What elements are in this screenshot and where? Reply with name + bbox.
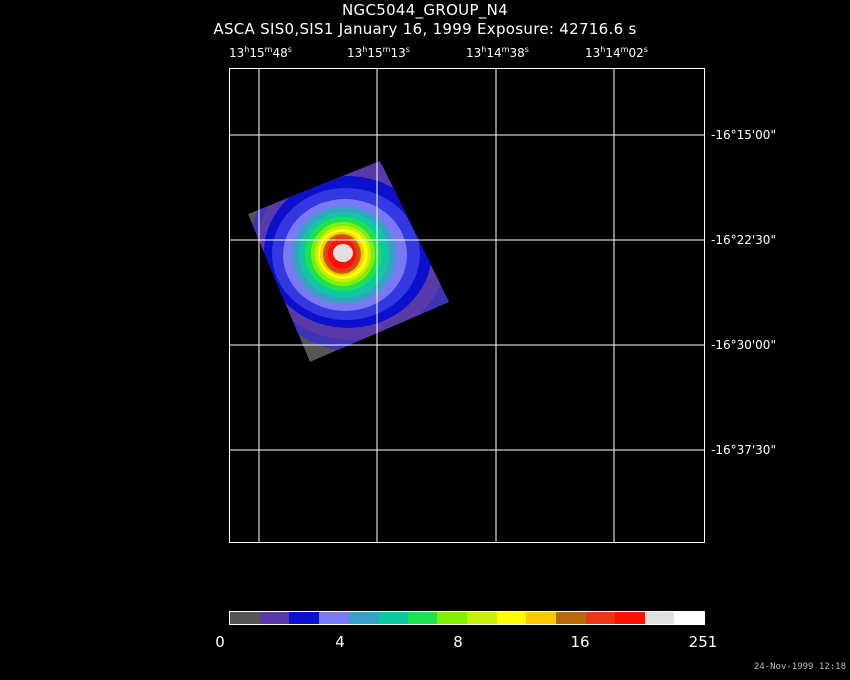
emission-contour <box>333 244 353 262</box>
colorbar-segment <box>230 612 260 624</box>
colorbar-segment <box>407 612 438 624</box>
colorbar-label: 251 <box>688 633 718 651</box>
colorbar-segment <box>496 612 527 624</box>
colorbar-segment <box>526 612 556 624</box>
colorbar-segment <box>378 612 408 624</box>
colorbar-segment <box>555 612 586 624</box>
ra-tick-label: 13h14m38s <box>466 45 529 60</box>
colorbar-segment <box>644 612 675 624</box>
dec-tick-label: -16°22'30" <box>711 233 776 247</box>
dec-tick-label: -16°37'30" <box>711 443 776 457</box>
ra-tick-label: 13h15m48s <box>229 45 292 60</box>
coordinate-grid <box>229 68 705 543</box>
colorbar <box>229 611 705 625</box>
colorbar-segment <box>289 612 319 624</box>
dec-tick-label: -16°30'00" <box>711 338 776 352</box>
colorbar-segment <box>318 612 349 624</box>
image-title: NGC5044_GROUP_N4 <box>342 1 508 19</box>
colorbar-segment <box>674 612 704 624</box>
colorbar-label: 8 <box>453 633 463 651</box>
colorbar-segment <box>585 612 616 624</box>
colorbar-segment <box>437 612 467 624</box>
colorbar-label: 16 <box>570 633 590 651</box>
image-subtitle: ASCA SIS0,SIS1 January 16, 1999 Exposure… <box>213 20 637 38</box>
colorbar-label: 4 <box>335 633 345 651</box>
dec-tick-label: -16°15'00" <box>711 128 776 142</box>
ra-tick-label: 13h15m13s <box>347 45 410 60</box>
plot-frame <box>229 68 705 543</box>
colorbar-segment <box>348 612 379 624</box>
colorbar-segment <box>467 612 497 624</box>
colorbar-label: 0 <box>215 633 225 651</box>
ra-tick-label: 13h14m02s <box>585 45 648 60</box>
colorbar-segment <box>259 612 290 624</box>
colorbar-segment <box>615 612 645 624</box>
timestamp: 24-Nov-1999 12:18 <box>753 662 846 672</box>
